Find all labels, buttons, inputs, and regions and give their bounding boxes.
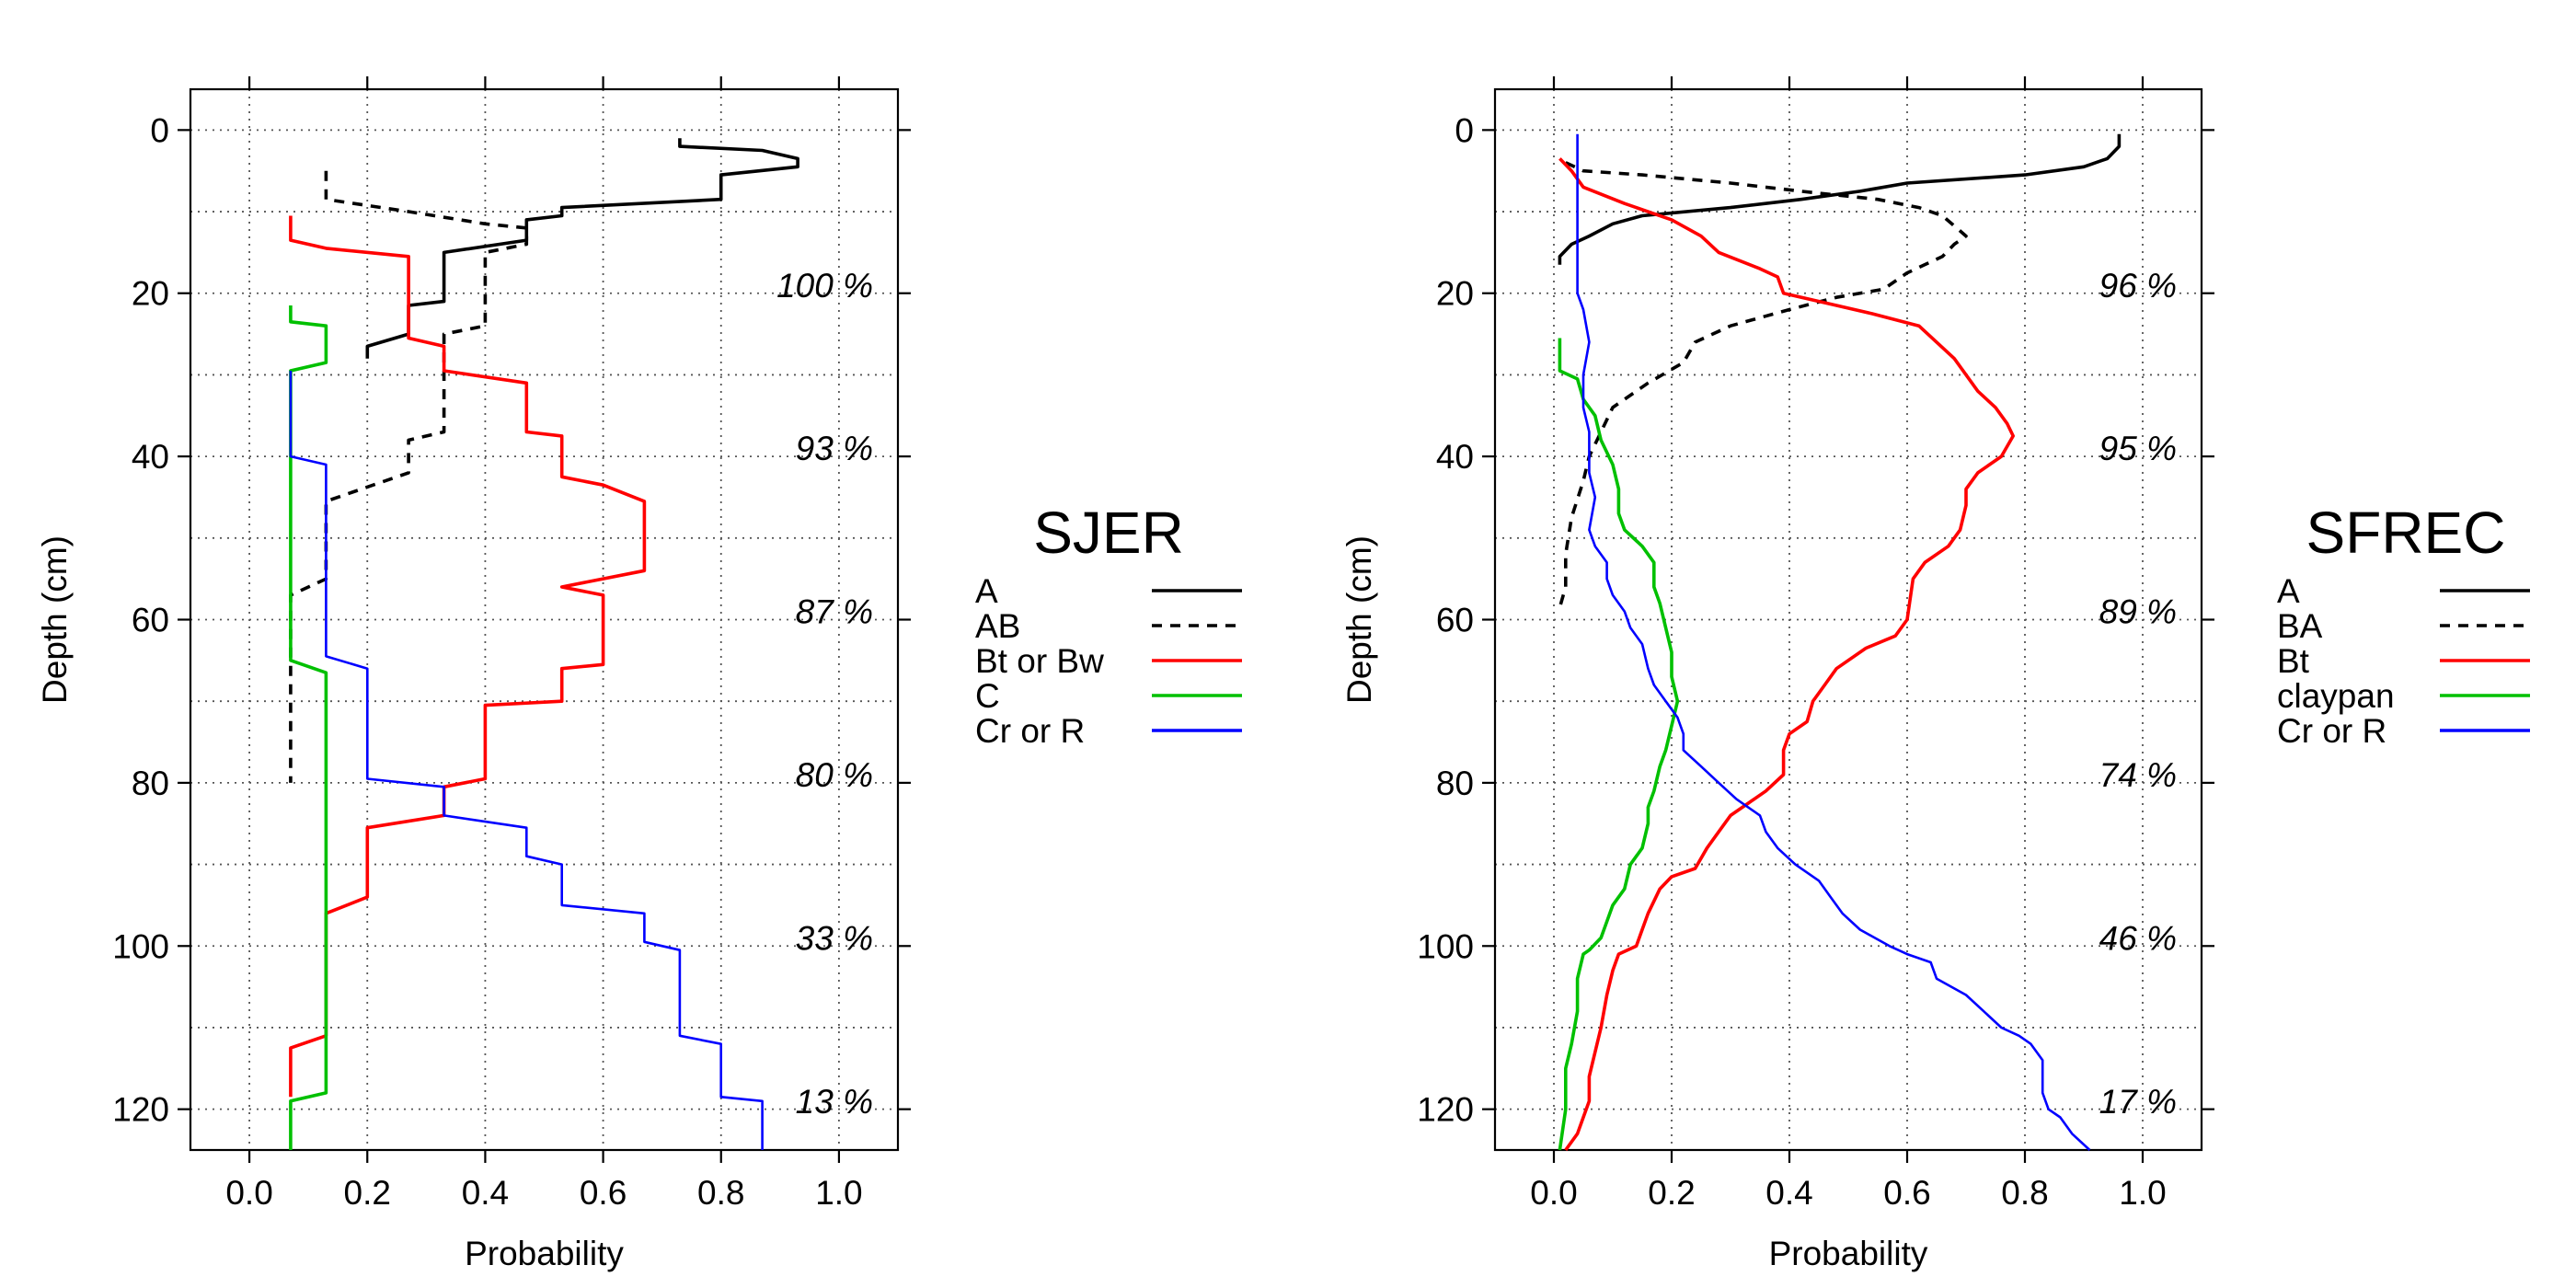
sjer-x-tick-label: 0.2 bbox=[344, 1174, 391, 1212]
sjer-y-tick-label: 80 bbox=[132, 765, 169, 802]
sjer-percent-label: 80 % bbox=[796, 756, 873, 794]
sjer-y-tick-label: 120 bbox=[112, 1091, 169, 1129]
sfrec-percent-label: 17 % bbox=[2099, 1083, 2177, 1121]
sjer-percent-label: 13 % bbox=[796, 1083, 873, 1121]
sjer-legend-label: C bbox=[975, 677, 1000, 715]
sjer-percent-label: 93 % bbox=[796, 430, 873, 467]
sjer-y-axis-label: Depth (cm) bbox=[36, 535, 74, 704]
sjer-y-tick-label: 20 bbox=[132, 275, 169, 313]
sjer-y-tick-label: 60 bbox=[132, 602, 169, 639]
sfrec-x-tick-label: 0.2 bbox=[1648, 1174, 1695, 1212]
sfrec-legend-label: claypan bbox=[2277, 677, 2395, 715]
sjer-x-tick-label: 0.8 bbox=[697, 1174, 744, 1212]
sfrec-x-tick-label: 0.4 bbox=[1765, 1174, 1812, 1212]
sjer-legend-label: AB bbox=[975, 607, 1020, 645]
sfrec-y-tick-label: 60 bbox=[1436, 602, 1474, 639]
sfrec-legend-label: A bbox=[2277, 572, 2300, 610]
sfrec-percent-label: 89 % bbox=[2099, 593, 2177, 631]
sjer-y-tick-label: 100 bbox=[112, 927, 169, 965]
sjer-legend-label: Bt or Bw bbox=[975, 642, 1104, 680]
sfrec-percent-label: 96 % bbox=[2099, 267, 2177, 305]
sfrec-y-axis-label: Depth (cm) bbox=[1340, 535, 1378, 704]
sjer-x-tick-label: 0.0 bbox=[225, 1174, 272, 1212]
sjer-legend-label: Cr or R bbox=[975, 712, 1085, 750]
sfrec-y-tick-label: 80 bbox=[1436, 765, 1474, 802]
sfrec-series-a bbox=[1558, 133, 2122, 265]
sjer-percent-label: 100 % bbox=[776, 267, 873, 305]
sjer-legend-label: A bbox=[975, 572, 998, 610]
sjer-percent-label: 87 % bbox=[796, 593, 873, 631]
sfrec-legend-label: Bt bbox=[2277, 642, 2310, 680]
sjer-y-tick-label: 40 bbox=[132, 438, 169, 476]
sjer-series-a bbox=[365, 138, 799, 359]
sjer-y-tick-label: 0 bbox=[150, 111, 169, 149]
sfrec-y-tick-label: 100 bbox=[1417, 927, 1474, 965]
sjer-x-axis-label: Probability bbox=[465, 1235, 624, 1272]
sfrec-percent-label: 46 % bbox=[2099, 919, 2177, 957]
sjer-percent-label: 33 % bbox=[796, 919, 873, 957]
sjer-x-tick-label: 1.0 bbox=[815, 1174, 862, 1212]
sfrec-percent-label: 74 % bbox=[2099, 756, 2177, 794]
sjer-series-bt-or-bw bbox=[289, 215, 647, 1098]
sfrec-legend-label: BA bbox=[2277, 607, 2323, 645]
sfrec-y-tick-label: 120 bbox=[1417, 1091, 1474, 1129]
sfrec-panel: 0.0 0.2 0.4 0.6 0.8 1.0 0 20 40 60 80 100 120 Probabi… bbox=[1340, 76, 2214, 1272]
sjer-series-cr-or-r bbox=[289, 371, 764, 1150]
sjer-series-c bbox=[289, 305, 328, 1150]
sfrec-legend-label: Cr or R bbox=[2277, 712, 2386, 750]
sfrec-x-tick-label: 0.6 bbox=[1883, 1174, 1930, 1212]
sfrec-series-bt bbox=[1558, 157, 2015, 1152]
sfrec-x-tick-label: 1.0 bbox=[2119, 1174, 2166, 1212]
sfrec-percent-label: 95 % bbox=[2099, 430, 2177, 467]
sfrec-y-tick-label: 40 bbox=[1436, 438, 1474, 476]
sfrec-y-tick-label: 20 bbox=[1436, 275, 1474, 313]
sfrec-series-claypan bbox=[1558, 338, 1680, 1151]
sjer-panel: 0.0 0.2 0.4 0.6 0.8 1.0 0 20 40 60 80 100 120 Probabi… bbox=[36, 76, 911, 1272]
sfrec-y-tick-label: 0 bbox=[1455, 111, 1474, 149]
sfrec-series-cr-or-r bbox=[1576, 133, 2091, 1151]
sjer-x-tick-label: 0.6 bbox=[580, 1174, 627, 1212]
sfrec-x-tick-label: 0.8 bbox=[2001, 1174, 2048, 1212]
sjer-legend-title: SJER bbox=[1033, 500, 1184, 566]
sfrec-x-axis-label: Probability bbox=[1769, 1235, 1928, 1272]
sfrec-legend-title: SFREC bbox=[2306, 500, 2506, 566]
sjer-x-tick-label: 0.4 bbox=[462, 1174, 509, 1212]
sfrec-series-ba bbox=[1558, 161, 1968, 608]
sfrec-x-tick-label: 0.0 bbox=[1530, 1174, 1577, 1212]
